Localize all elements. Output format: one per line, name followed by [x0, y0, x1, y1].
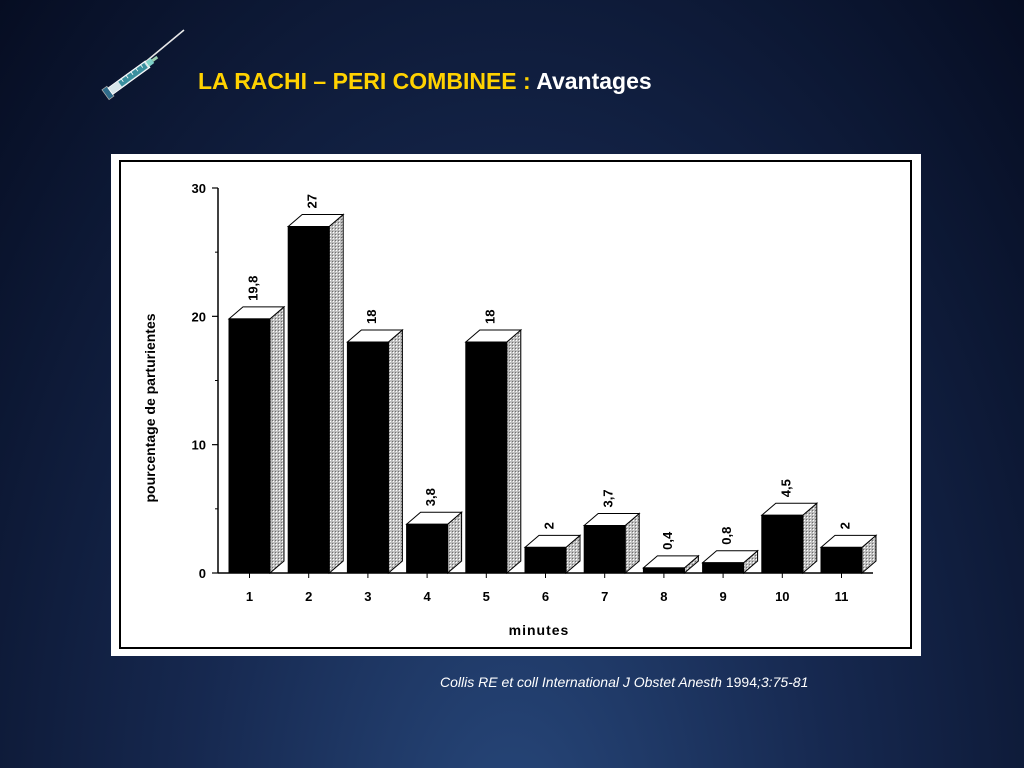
x-axis-label: minutes: [509, 622, 570, 638]
y-tick-label: 30: [192, 181, 206, 196]
chart-panel: 0 10 20 30 19,8 1 27 2 18 3 3,8 4 18 5 2 6 3,7 7 0,4 8 0,8 9 4…: [111, 154, 921, 656]
x-tick-label: 1: [246, 589, 253, 604]
bar: [346, 341, 389, 574]
data-label: 4,5: [778, 479, 793, 497]
x-tick-label: 9: [719, 589, 726, 604]
bar: [465, 341, 508, 574]
title-main: LA RACHI – PERI COMBINEE :: [198, 68, 531, 94]
bar: [702, 562, 745, 574]
bar-chart: 0 10 20 30 19,8 1 27 2 18 3 3,8 4 18 5 2 6 3,7 7 0,4 8 0,8 9 4…: [119, 160, 912, 649]
title-sub: Avantages: [536, 68, 652, 94]
y-tick-label: 10: [192, 438, 206, 453]
y-tick-label: 20: [192, 309, 206, 324]
data-label: 2: [838, 522, 853, 529]
x-tick-label: 4: [423, 589, 431, 604]
data-label: 19,8: [246, 276, 261, 301]
x-tick-label: 5: [483, 589, 490, 604]
data-label: 0,8: [719, 527, 734, 545]
bar-side: [328, 213, 344, 575]
citation: Collis RE et coll International J Obstet…: [440, 674, 808, 690]
bar: [761, 514, 804, 574]
chart-frame: [119, 160, 912, 649]
citation-main: Collis RE et coll International J Obstet…: [440, 674, 722, 690]
data-label: 3,8: [423, 488, 438, 506]
bar: [583, 525, 626, 574]
bar: [287, 226, 330, 574]
x-tick-label: 2: [305, 589, 312, 604]
data-label: 27: [305, 194, 320, 208]
x-tick-label: 11: [835, 589, 849, 604]
bar: [642, 567, 685, 574]
x-tick-label: 10: [775, 589, 789, 604]
bar: [406, 523, 449, 574]
y-axis-label: pourcentage de parturientes: [142, 313, 158, 502]
x-tick-label: 8: [660, 589, 667, 604]
data-label: 18: [482, 310, 497, 324]
bar: [820, 546, 863, 574]
syringe-icon: [48, 24, 188, 129]
bar-side: [506, 328, 522, 575]
data-label: 18: [364, 310, 379, 324]
data-label: 2: [542, 522, 557, 529]
x-tick-label: 3: [364, 589, 371, 604]
bar: [524, 546, 567, 574]
y-tick-label: 0: [199, 566, 206, 581]
bar: [228, 318, 271, 574]
data-label: 3,7: [601, 489, 616, 507]
x-tick-label: 7: [601, 589, 608, 604]
slide-title: LA RACHI – PERI COMBINEE : Avantages: [198, 68, 652, 95]
data-label: 0,4: [660, 531, 675, 550]
citation-year: 1994: [725, 674, 757, 690]
x-tick-label: 6: [542, 589, 549, 604]
bar-side: [269, 305, 285, 575]
bar-side: [387, 328, 403, 575]
citation-ref: ;3:75-81: [757, 674, 809, 690]
